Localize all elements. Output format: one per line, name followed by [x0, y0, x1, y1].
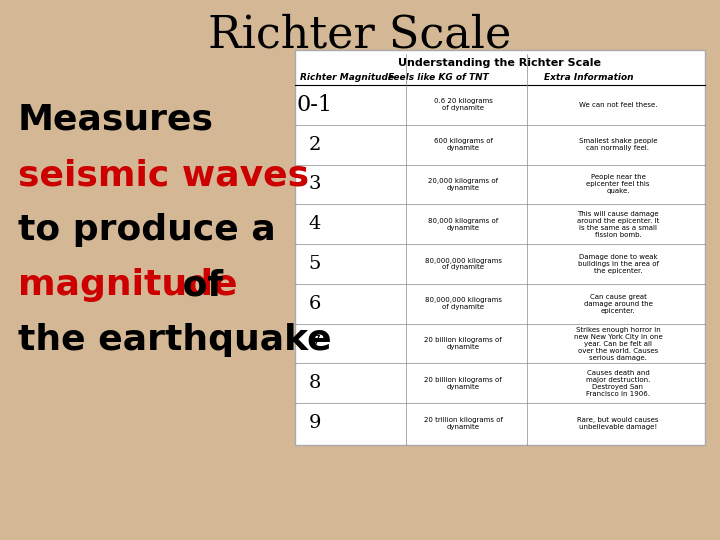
Text: Measures: Measures: [18, 103, 214, 137]
Text: 3: 3: [309, 176, 321, 193]
Text: 6: 6: [309, 295, 321, 313]
Text: We can not feel these.: We can not feel these.: [579, 102, 657, 108]
Text: 20 trillion kilograms of
dynamite: 20 trillion kilograms of dynamite: [423, 417, 503, 430]
Text: of: of: [170, 268, 223, 302]
Text: 80,000 kilograms of
dynamite: 80,000 kilograms of dynamite: [428, 218, 498, 231]
Text: Smallest shake people
can normally feel.: Smallest shake people can normally feel.: [579, 138, 657, 151]
Text: 20,000 kilograms of
dynamite: 20,000 kilograms of dynamite: [428, 178, 498, 191]
Text: Feels like KG of TNT: Feels like KG of TNT: [388, 72, 489, 82]
Text: 5: 5: [309, 255, 321, 273]
Text: 8: 8: [309, 374, 321, 393]
Text: Richter Magnitude: Richter Magnitude: [300, 72, 394, 82]
Text: 600 kilograms of
dynamite: 600 kilograms of dynamite: [433, 138, 492, 151]
Text: 0.6 20 kilograms
of dynamite: 0.6 20 kilograms of dynamite: [433, 98, 492, 111]
Text: 9: 9: [309, 414, 321, 432]
Text: Causes death and
major destruction.
Destroyed San
Francisco in 1906.: Causes death and major destruction. Dest…: [586, 370, 650, 397]
Text: Rare, but would causes
unbelievable damage!: Rare, but would causes unbelievable dama…: [577, 417, 659, 430]
Text: 20 billion kilograms of
dynamite: 20 billion kilograms of dynamite: [424, 337, 502, 350]
Text: Strikes enough horror in
new New York City in one
year. Can be felt all
over the: Strikes enough horror in new New York Ci…: [574, 327, 662, 361]
Text: This will cause damage
around the epicenter. It
is the same as a small
fission b: This will cause damage around the epicen…: [577, 211, 660, 238]
Text: Understanding the Richter Scale: Understanding the Richter Scale: [398, 58, 601, 68]
Text: 80,000,000 kilograms
of dynamite: 80,000,000 kilograms of dynamite: [425, 258, 502, 271]
Text: 7: 7: [309, 335, 321, 353]
FancyBboxPatch shape: [295, 50, 705, 445]
Text: Can cause great
damage around the
epicenter.: Can cause great damage around the epicen…: [584, 294, 652, 314]
Text: 4: 4: [309, 215, 321, 233]
Text: Damage done to weak
buildings in the area of
the epicenter.: Damage done to weak buildings in the are…: [577, 254, 659, 274]
Text: the earthquake: the earthquake: [18, 323, 332, 357]
Text: to produce a: to produce a: [18, 213, 276, 247]
Text: 20 billion kilograms of
dynamite: 20 billion kilograms of dynamite: [424, 377, 502, 390]
Text: 80,000,000 kilograms
of dynamite: 80,000,000 kilograms of dynamite: [425, 298, 502, 310]
Text: magnitude: magnitude: [18, 268, 238, 302]
Text: 0-1: 0-1: [297, 94, 333, 116]
Text: Extra Information: Extra Information: [544, 72, 634, 82]
Text: seismic waves: seismic waves: [18, 158, 309, 192]
Text: 2: 2: [309, 136, 321, 154]
Text: People near the
epicenter feel this
quake.: People near the epicenter feel this quak…: [586, 174, 649, 194]
Text: Richter Scale: Richter Scale: [208, 14, 512, 57]
